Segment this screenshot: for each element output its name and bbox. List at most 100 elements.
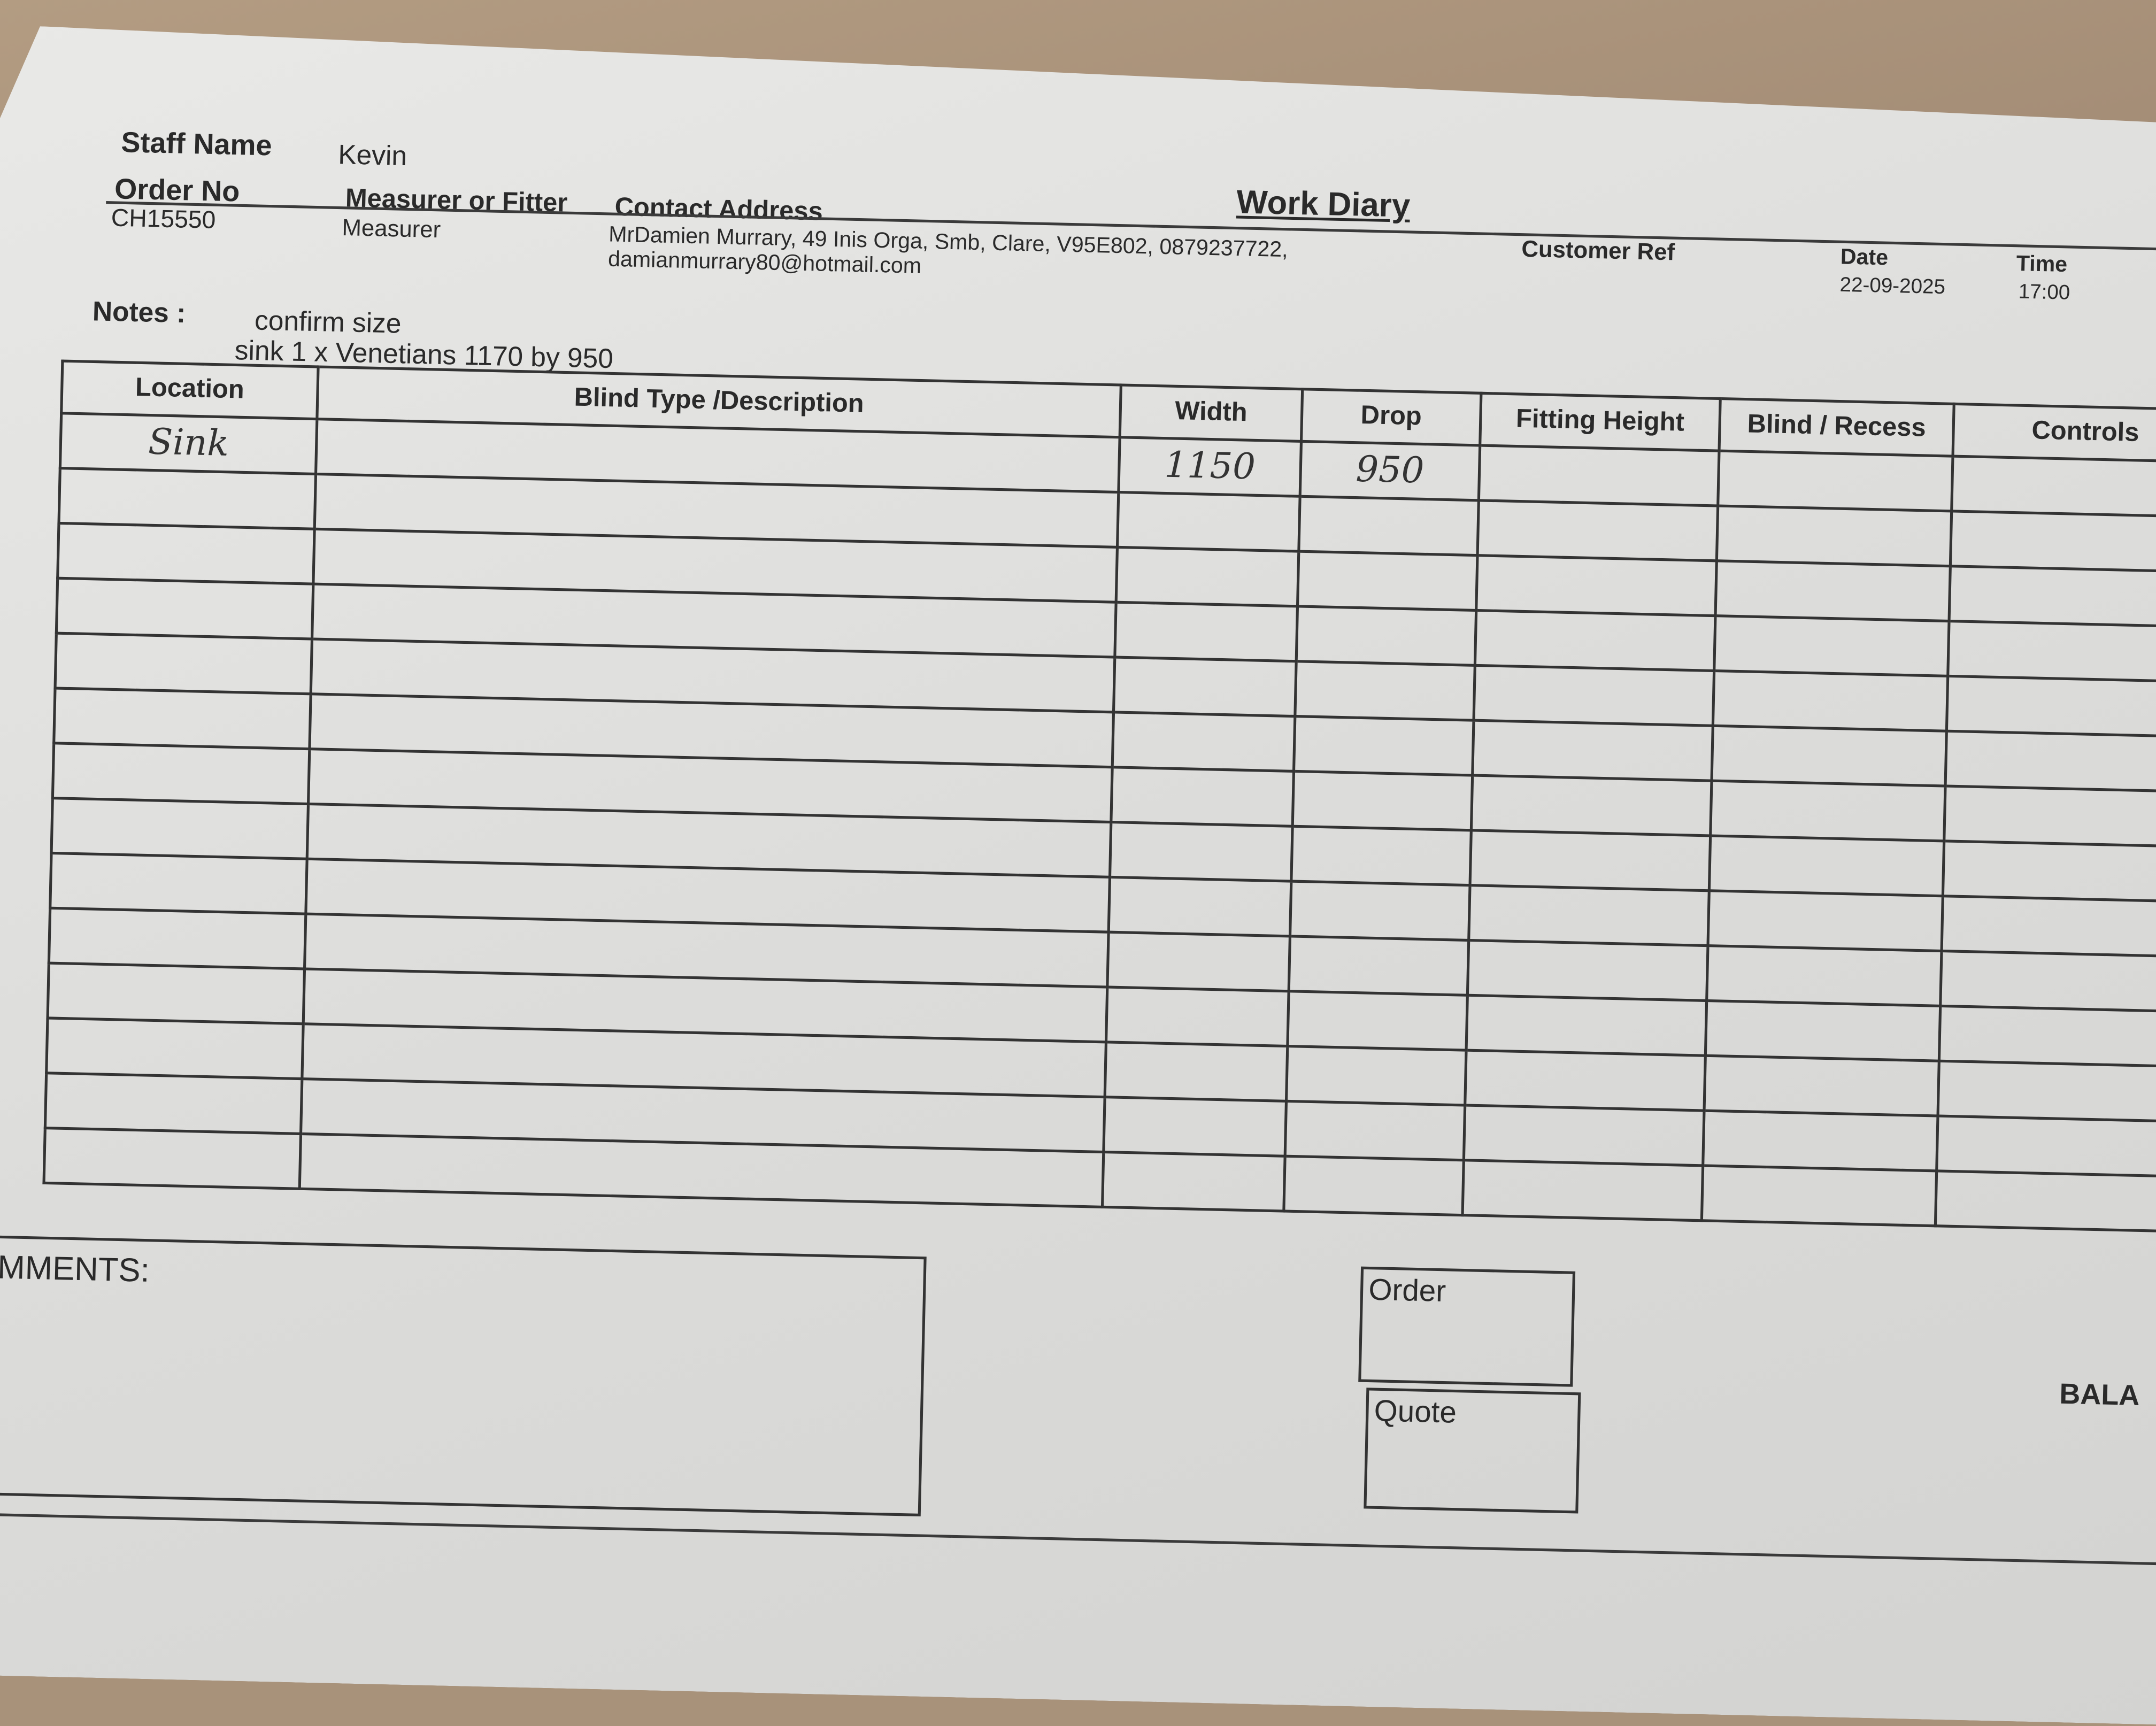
table-cell-empty — [1296, 606, 1476, 665]
table-cell-empty — [49, 908, 305, 969]
measurer-label: Measurer or Fitter — [345, 184, 568, 219]
table-cell-empty — [1950, 511, 2156, 572]
table-cell-empty — [1298, 551, 1478, 610]
contact-address-label: Contact Address — [614, 193, 823, 227]
table-cell-empty — [45, 1073, 302, 1134]
balance-label: BALA — [2059, 1378, 2140, 1412]
table-cell-empty — [1294, 716, 1474, 775]
table-cell-empty — [1712, 726, 1946, 786]
table-cell-empty — [1110, 822, 1293, 882]
table-cell-empty — [1703, 1111, 1938, 1171]
table-cell-empty — [1705, 1000, 1940, 1061]
table-cell-empty — [1942, 896, 2156, 957]
table-cell-empty — [55, 633, 312, 694]
table-cell-empty — [1473, 720, 1713, 781]
table-cell-empty — [1115, 602, 1298, 661]
table-cell-empty — [44, 1128, 301, 1189]
table-cell-empty — [1939, 1006, 2156, 1067]
table-cell-empty — [1469, 885, 1710, 946]
table-cell-empty — [1112, 712, 1295, 772]
table-cell-empty — [1466, 995, 1707, 1055]
table-cell-empty — [1299, 496, 1479, 555]
notes-line1: confirm size — [254, 306, 402, 340]
table-cell-empty — [50, 853, 307, 914]
table-cell-empty — [1713, 671, 1947, 731]
table-cell-empty — [1946, 676, 2156, 737]
table-cell-empty — [1948, 621, 2156, 682]
comments-box — [0, 1235, 927, 1516]
table-cell-empty — [1711, 781, 1945, 841]
table-cell-empty — [51, 798, 308, 859]
table-cell-empty — [1107, 932, 1290, 991]
table-cell-empty — [1707, 946, 1942, 1006]
table-cell-empty — [1111, 767, 1294, 827]
table-cell-empty — [1114, 657, 1297, 716]
table-cell-empty — [1941, 951, 2156, 1012]
order-box: Order — [1358, 1267, 1575, 1387]
cell-blind-recess — [1718, 451, 1953, 511]
time-value: 17:00 — [2018, 280, 2070, 305]
table-cell-empty — [1465, 1050, 1706, 1111]
table-cell-empty — [1935, 1171, 2156, 1232]
table-cell-empty — [1716, 506, 1951, 566]
cell-location: Sink — [60, 413, 317, 474]
table-cell-empty — [1475, 610, 1715, 671]
table-cell-empty — [1708, 891, 1943, 951]
table-cell-empty — [1285, 1101, 1465, 1160]
table-cell-empty — [1937, 1116, 2156, 1177]
table-cell-empty — [52, 743, 309, 804]
staff-name-value: Kevin — [337, 140, 407, 172]
table-cell-empty — [56, 578, 313, 639]
notes-label: Notes : — [92, 297, 186, 330]
table-cell-empty — [1467, 940, 1708, 1000]
table-cell-empty — [1295, 661, 1475, 720]
measurer-value: Measurer — [342, 214, 441, 243]
date-value: 22-09-2025 — [1839, 273, 1946, 299]
table-cell-empty — [1289, 936, 1469, 995]
table-cell-empty — [1464, 1105, 1704, 1166]
customer-ref-label: Customer Ref — [1521, 236, 1675, 266]
quote-label: Quote — [1374, 1393, 1457, 1430]
table-cell-empty — [1103, 1152, 1285, 1212]
table-cell-empty — [48, 963, 304, 1024]
col-drop: Drop — [1302, 389, 1481, 445]
table-cell-empty — [1714, 616, 1949, 676]
time-label: Time — [2016, 252, 2068, 278]
footer-divider — [0, 1513, 2156, 1567]
photo-background: Staff Name Kevin Order No CH15550 Measur… — [0, 0, 2156, 1617]
table-cell-empty — [1715, 561, 1950, 621]
table-cell-empty — [54, 688, 311, 749]
table-cell-empty — [1290, 881, 1470, 940]
col-blind-recess: Blind / Recess — [1719, 398, 1954, 456]
table-cell-empty — [1938, 1061, 2156, 1122]
col-controls: Controls — [1953, 404, 2156, 462]
staff-name-label: Staff Name — [120, 127, 273, 163]
table-cell-empty — [1462, 1160, 1703, 1221]
table-cell-empty — [1944, 786, 2156, 847]
table-cell-empty — [1945, 731, 2156, 792]
col-location: Location — [61, 361, 318, 419]
table-cell-empty — [1701, 1166, 1936, 1226]
table-cell-empty — [59, 468, 315, 529]
date-label: Date — [1840, 245, 1889, 271]
table-cell-empty — [1704, 1055, 1939, 1116]
col-fitting-height: Fitting Height — [1480, 393, 1721, 451]
table-cell-empty — [1476, 556, 1717, 616]
form-title: Work Diary — [1236, 184, 1411, 226]
cell-controls — [1952, 456, 2156, 517]
table-cell-empty — [1471, 775, 1712, 836]
table-cell-empty — [1118, 492, 1300, 552]
order-label: Order — [1368, 1272, 1446, 1308]
table-cell-empty — [1105, 1042, 1288, 1101]
table-cell-empty — [1287, 1046, 1467, 1105]
table-cell-empty — [1104, 1097, 1287, 1157]
order-no-value: CH15550 — [111, 204, 216, 234]
quote-box: Quote — [1364, 1388, 1581, 1513]
table-cell-empty — [1288, 991, 1468, 1050]
cell-fitting-height — [1479, 445, 1719, 506]
table-cell-empty — [1709, 836, 1944, 896]
table-cell-empty — [1943, 841, 2156, 902]
table-cell-empty — [1949, 566, 2156, 627]
work-diary-form: Staff Name Kevin Order No CH15550 Measur… — [0, 25, 2156, 1725]
table-cell-empty — [1284, 1156, 1464, 1215]
